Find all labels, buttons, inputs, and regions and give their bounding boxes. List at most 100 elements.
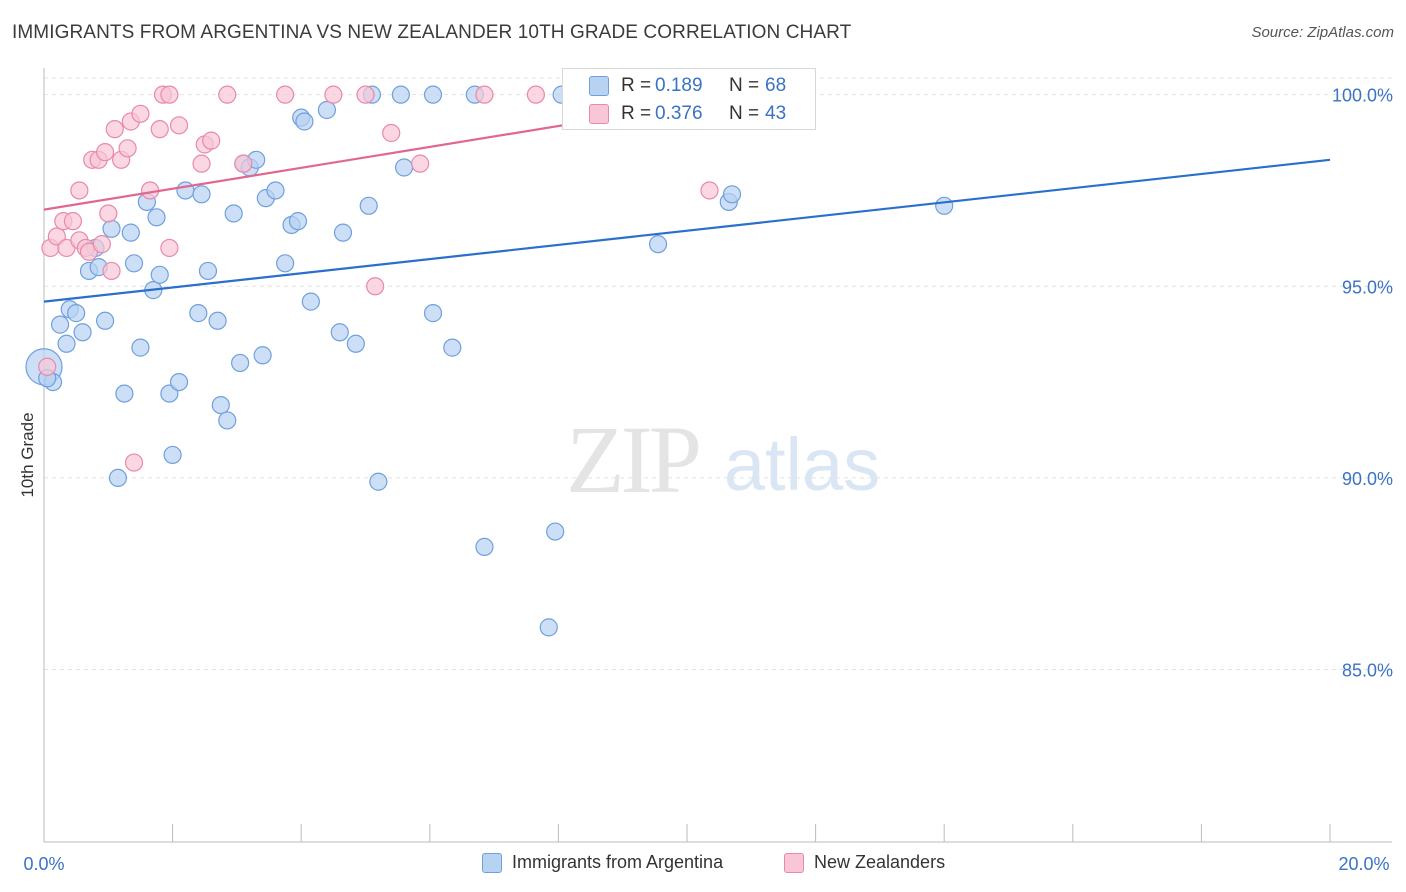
point-new-zealanders [169, 116, 189, 135]
stats-row-argentina: R = 0.189 N = 68 [563, 73, 815, 99]
point-argentina [163, 445, 182, 465]
point-argentina [102, 219, 121, 238]
watermark-atlas: atlas [724, 423, 880, 506]
point-argentina [231, 353, 250, 373]
stats-n-value: 43 [765, 103, 787, 124]
point-argentina [147, 208, 166, 227]
stats-r-label: R = [621, 75, 652, 96]
point-argentina [346, 334, 365, 353]
stats-swatch-new-zealanders [589, 104, 609, 124]
stats-row-new-zealanders: R = 0.376 N = 43 [563, 101, 815, 127]
point-argentina [423, 304, 443, 323]
point-argentina [150, 265, 169, 284]
point-argentina [443, 338, 462, 357]
point-argentina [391, 85, 410, 104]
stats-swatch-argentina [589, 76, 609, 96]
point-new-zealanders [70, 181, 89, 200]
point-new-zealanders [700, 181, 719, 200]
point-argentina [935, 196, 954, 215]
point-new-zealanders [475, 85, 494, 104]
point-new-zealanders [202, 131, 221, 150]
point-new-zealanders [38, 357, 57, 376]
point-argentina [224, 204, 243, 223]
stats-n-label: N = [729, 75, 760, 96]
point-argentina [95, 311, 115, 330]
point-new-zealanders [366, 277, 385, 296]
legend-item-new-zealanders[interactable]: New Zealanders [784, 852, 945, 873]
y-tick-label: 100.0% [1332, 86, 1393, 106]
point-new-zealanders [131, 104, 150, 123]
point-argentina [124, 254, 144, 273]
point-argentina [475, 537, 494, 556]
point-new-zealanders [382, 123, 401, 143]
legend-swatch-new-zealanders [784, 852, 804, 873]
point-argentina [266, 181, 285, 200]
point-new-zealanders [99, 204, 118, 223]
point-new-zealanders [192, 154, 211, 173]
x-tick-label-end: 20.0% [1338, 854, 1389, 874]
y-tick-label: 95.0% [1342, 277, 1393, 297]
point-argentina [73, 323, 92, 342]
point-argentina [333, 223, 353, 242]
point-argentina [67, 304, 86, 323]
point-new-zealanders [102, 261, 121, 281]
point-argentina [546, 522, 565, 541]
point-new-zealanders [92, 235, 111, 254]
point-argentina [253, 346, 272, 365]
point-argentina [192, 185, 211, 204]
point-argentina [423, 85, 443, 104]
stats-r-label: R = [621, 103, 652, 124]
point-argentina [394, 158, 414, 177]
point-argentina [57, 334, 76, 353]
watermark-zip: ZIP [566, 406, 699, 513]
stats-n-label: N = [729, 103, 760, 124]
point-new-zealanders [218, 85, 237, 104]
stats-box: R = 0.189 N = 68 R = 0.376 N = 43 [562, 68, 816, 130]
point-argentina [189, 304, 208, 323]
stats-n-value: 68 [765, 75, 787, 96]
point-argentina [317, 100, 337, 120]
point-argentina [131, 338, 150, 357]
point-argentina [211, 395, 230, 415]
point-new-zealanders [105, 120, 124, 139]
point-argentina [121, 223, 140, 242]
point-argentina [276, 254, 295, 273]
point-new-zealanders [234, 154, 253, 173]
chart-title: IMMIGRANTS FROM ARGENTINA VS NEW ZEALAND… [12, 22, 852, 43]
point-new-zealanders [160, 85, 179, 104]
point-new-zealanders [118, 139, 137, 158]
legend-swatch-argentina [482, 852, 502, 873]
point-argentina [198, 261, 218, 281]
point-argentina [115, 384, 134, 403]
point-new-zealanders [276, 85, 295, 104]
stats-r-value: 0.189 [655, 75, 703, 96]
point-argentina [218, 411, 237, 430]
point-new-zealanders [526, 85, 545, 104]
legend-label-argentina: Immigrants from Argentina [512, 852, 724, 872]
point-new-zealanders [124, 453, 144, 472]
point-argentina [301, 292, 320, 311]
point-argentina [108, 468, 128, 488]
point-argentina [539, 618, 558, 637]
point-argentina [648, 235, 668, 254]
trend-line-argentina [43, 158, 1331, 303]
point-argentina [295, 112, 314, 131]
point-new-zealanders [95, 143, 115, 162]
point-argentina [50, 315, 70, 334]
y-tick-label: 85.0% [1342, 661, 1393, 681]
point-argentina [359, 196, 378, 215]
point-new-zealanders [150, 120, 169, 139]
point-new-zealanders [63, 212, 83, 231]
point-new-zealanders [356, 85, 375, 104]
point-argentina [330, 323, 349, 342]
point-new-zealanders [324, 85, 343, 104]
point-new-zealanders [160, 238, 179, 258]
point-argentina [176, 181, 195, 200]
point-argentina [288, 212, 308, 231]
y-tick-label: 90.0% [1342, 469, 1393, 489]
legend-label-new-zealanders: New Zealanders [814, 852, 946, 872]
legend-item-argentina[interactable]: Immigrants from Argentina [482, 852, 723, 873]
point-new-zealanders [411, 154, 430, 173]
x-tick-label-start: 0.0% [23, 854, 64, 874]
